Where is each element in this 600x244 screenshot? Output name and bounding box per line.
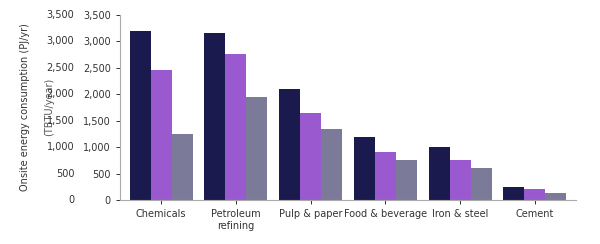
Bar [354, 136, 375, 200]
Text: 3,500: 3,500 [47, 10, 74, 20]
Text: 500: 500 [56, 169, 74, 179]
Bar [503, 187, 524, 200]
Text: 2,500: 2,500 [47, 63, 74, 73]
Text: (TBTU/year): (TBTU/year) [44, 78, 55, 136]
Bar [396, 160, 417, 200]
Text: 0: 0 [68, 195, 74, 205]
Bar [449, 160, 470, 200]
Bar [130, 30, 151, 200]
Bar [545, 193, 566, 200]
Bar [300, 113, 321, 200]
Bar [524, 190, 545, 200]
Bar [172, 134, 193, 200]
Y-axis label: Onsite energy consumption (PJ/yr): Onsite energy consumption (PJ/yr) [20, 23, 31, 191]
Text: 1,500: 1,500 [47, 116, 74, 126]
Bar [247, 97, 267, 200]
Text: 2,000: 2,000 [47, 89, 74, 99]
Bar [470, 168, 491, 200]
Bar [205, 33, 226, 200]
Bar [279, 89, 300, 200]
Text: 3,000: 3,000 [47, 36, 74, 46]
Bar [151, 70, 172, 200]
Bar [429, 147, 449, 200]
Bar [375, 152, 396, 200]
Bar [321, 129, 342, 200]
Bar [226, 54, 247, 200]
Text: 1,000: 1,000 [47, 142, 74, 152]
